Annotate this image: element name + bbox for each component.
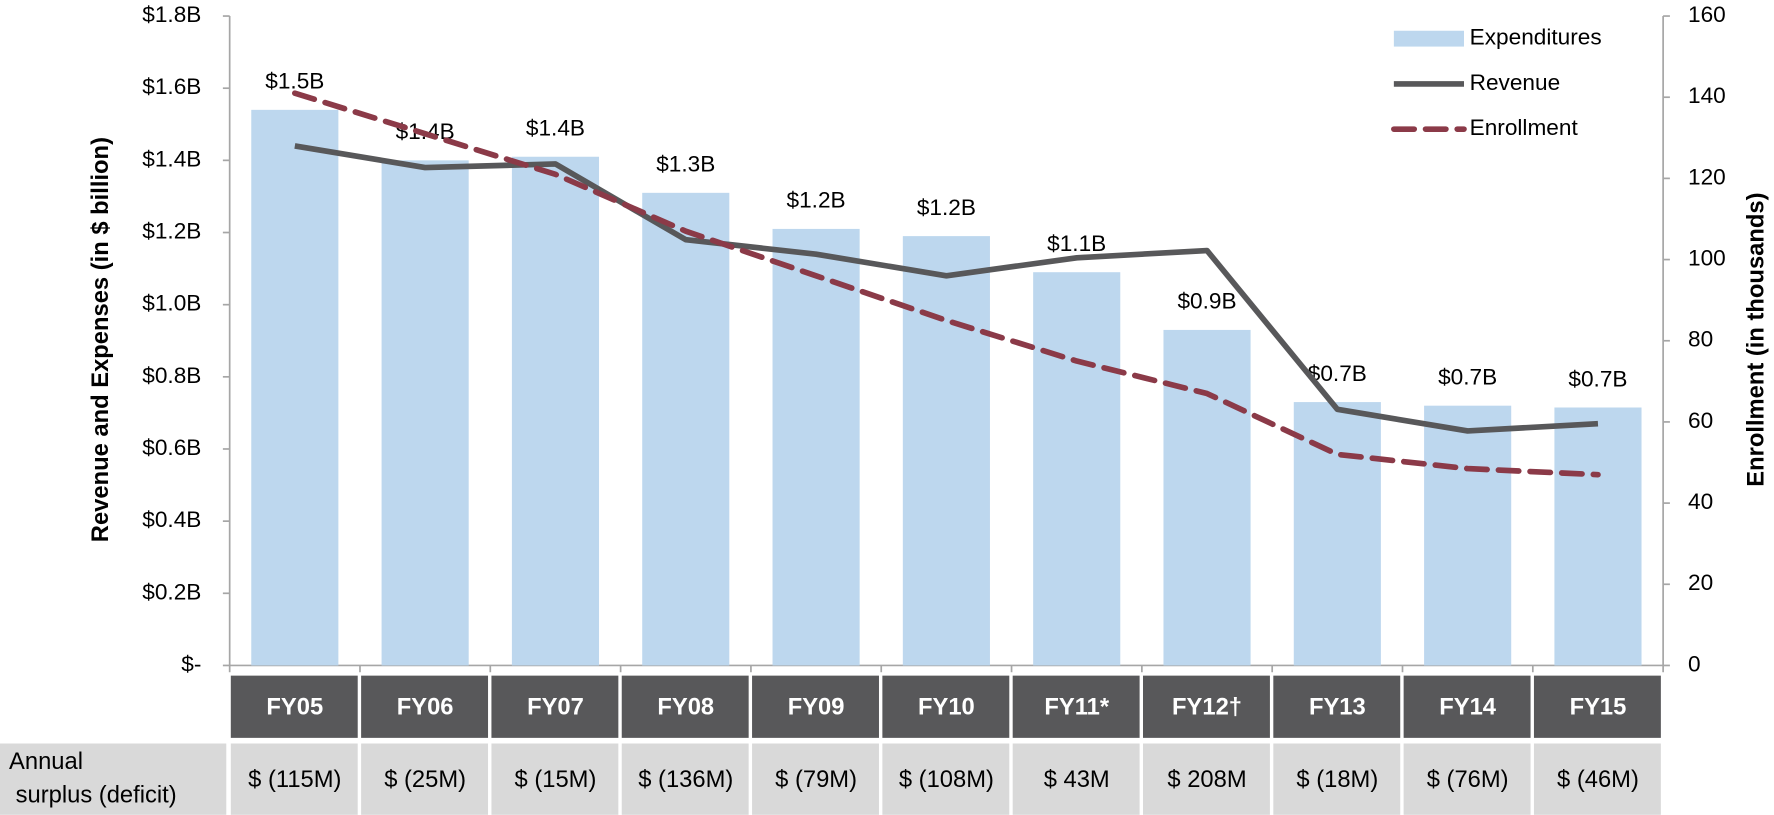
data-label: $1.2B	[917, 195, 976, 220]
x-tick-label: FY12†	[1172, 694, 1242, 721]
data-label: $1.1B	[1047, 231, 1106, 256]
bar	[381, 160, 469, 666]
x-tick-label: FY05	[266, 694, 323, 721]
y2-tick-label: 60	[1688, 408, 1713, 433]
data-label: $0.9B	[1177, 289, 1236, 314]
x-tick-label: FY13	[1309, 694, 1366, 721]
x-tick-label: FY06	[397, 694, 454, 721]
table-cell	[491, 743, 619, 815]
category-cell	[1273, 675, 1401, 738]
y2-tick-label: 120	[1688, 164, 1726, 189]
bar	[1293, 402, 1381, 666]
category-cell	[1142, 675, 1270, 738]
table-value: $ (136M)	[638, 766, 733, 793]
bar	[902, 236, 990, 666]
category-cell	[230, 675, 358, 738]
y2-tick-label: 20	[1688, 570, 1713, 595]
y-tick-label: $0.2B	[142, 579, 201, 604]
table-cell	[1012, 743, 1140, 815]
x-tick-label: FY15	[1570, 694, 1627, 721]
y-tick-label: $1.8B	[142, 2, 201, 27]
legend-label: Enrollment	[1470, 115, 1579, 140]
category-cell	[1012, 675, 1140, 738]
category-cell	[491, 675, 619, 738]
table-cell	[361, 743, 489, 815]
table-value: $ (108M)	[899, 766, 994, 793]
x-tick-label: FY10	[918, 694, 975, 721]
category-cell	[621, 675, 749, 738]
bar	[1033, 272, 1121, 666]
legend-swatch	[1393, 30, 1465, 47]
bar	[642, 192, 730, 666]
table-cell	[621, 743, 749, 815]
table-value: $ (115M)	[248, 766, 341, 793]
y-tick-label: $-	[181, 651, 201, 676]
x-tick-label: FY09	[788, 694, 845, 721]
y2-tick-label: 0	[1688, 651, 1701, 676]
bar	[772, 228, 860, 666]
bar	[1554, 407, 1642, 666]
data-label: $1.2B	[787, 188, 846, 213]
category-cell	[1403, 675, 1531, 738]
table-cell	[1142, 743, 1270, 815]
y2-tick-label: 160	[1688, 2, 1726, 27]
line	[291, 90, 1601, 478]
table-cell	[1403, 743, 1531, 815]
category-cell	[882, 675, 1010, 738]
y2-axis-label: Enrollment (in thousands)	[1742, 193, 1769, 487]
legend-label: Revenue	[1470, 70, 1561, 95]
y-tick-label: $1.6B	[142, 74, 201, 99]
table-value: $ (15M)	[515, 766, 597, 793]
y-tick-label: $0.4B	[142, 507, 201, 532]
y-tick-label: $0.8B	[142, 363, 201, 388]
y-tick-label: $1.0B	[142, 291, 201, 316]
bar	[1424, 405, 1512, 666]
x-tick-label: FY11*	[1044, 694, 1109, 721]
y-axis-label: Revenue and Expenses (in $ billion)	[87, 137, 114, 542]
y-tick-label: $1.4B	[142, 146, 201, 171]
table-value: $ (79M)	[775, 766, 857, 793]
x-tick-label: FY07	[527, 694, 584, 721]
table-value: $ 208M	[1167, 766, 1246, 793]
table-value: $ (46M)	[1557, 766, 1639, 793]
table-cell	[230, 743, 358, 815]
y2-tick-label: 140	[1688, 83, 1726, 108]
data-label: $1.5B	[265, 69, 324, 94]
legend-label: Expenditures	[1470, 25, 1602, 50]
table-value: $ (18M)	[1296, 766, 1378, 793]
table-value: $ 43M	[1044, 766, 1110, 793]
y2-tick-label: 80	[1688, 327, 1713, 352]
table-row-label: Annual surplus (deficit)	[9, 748, 177, 809]
table-cell	[752, 743, 879, 815]
bar	[511, 156, 600, 666]
table-cell	[882, 743, 1010, 815]
y-tick-label: $1.2B	[142, 218, 201, 243]
data-label: $1.3B	[656, 152, 715, 177]
y2-tick-label: 40	[1688, 489, 1713, 514]
y-tick-label: $0.6B	[142, 435, 201, 460]
table-value: $ (25M)	[384, 766, 466, 793]
category-cell	[752, 675, 879, 738]
bar	[251, 109, 339, 666]
category-cell	[1533, 675, 1661, 738]
y2-tick-label: 100	[1688, 246, 1726, 271]
table-cell	[0, 743, 227, 815]
data-label: $0.7B	[1568, 366, 1627, 391]
data-label: $0.7B	[1438, 365, 1497, 390]
category-cell	[361, 675, 489, 738]
table-value: $ (76M)	[1427, 766, 1509, 793]
table-cell	[1273, 743, 1401, 815]
table-cell	[1533, 743, 1661, 815]
x-tick-label: FY08	[657, 694, 714, 721]
line	[294, 143, 1599, 434]
bar	[1163, 329, 1251, 666]
x-tick-label: FY14	[1439, 694, 1497, 721]
data-label: $1.4B	[526, 116, 585, 141]
